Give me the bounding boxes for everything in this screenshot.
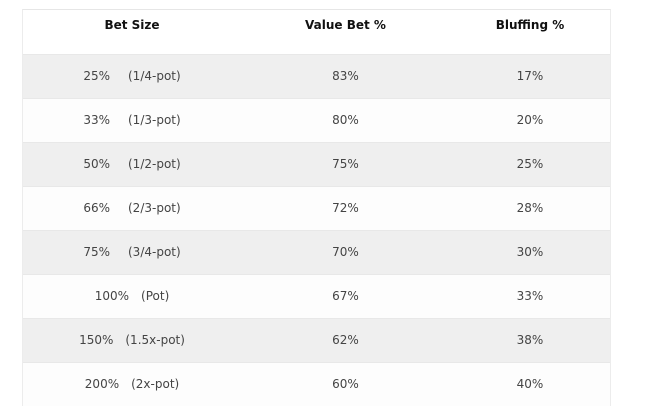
value-bet-cell: 83% [241,53,450,98]
value-bet-cell: 70% [241,229,450,274]
value-bet-cell: 60% [241,361,450,406]
table-row: 75% (3/4-pot) 70% 30% [23,229,610,274]
bluffing-cell: 20% [450,97,610,142]
bluffing-cell: 33% [450,273,610,318]
bet-size-percent: 50% [83,157,110,171]
bet-size-fraction: (1/3-pot) [128,113,181,127]
table-row: 66% (2/3-pot) 72% 28% [23,185,610,230]
table-row: 200% (2x-pot) 60% 40% [23,361,610,406]
header-row: Bet Size Value Bet % Bluffing % [23,10,610,54]
value-bet-cell: 75% [241,141,450,186]
bluffing-cell: 30% [450,229,610,274]
bluffing-cell: 28% [450,185,610,230]
bet-size-percent: 100% [94,289,130,303]
bluffing-cell: 25% [450,141,610,186]
bet-size-cell: 25% (1/4-pot) [23,53,241,98]
bet-size-fraction: (2/3-pot) [128,201,181,215]
bluffing-cell: 38% [450,317,610,362]
bet-size-fraction: (1/2-pot) [128,157,181,171]
table-body: 25% (1/4-pot) 83% 17% 33% (1/3-pot) 80% 20… [23,53,610,406]
bet-size-cell: 66% (2/3-pot) [23,185,241,230]
value-bet-cell: 80% [241,97,450,142]
bet-size-fraction: (1/4-pot) [128,69,181,83]
bet-size-fraction: (3/4-pot) [128,245,181,259]
bet-size-cell: 50% (1/2-pot) [23,141,241,186]
bet-size-percent: 66% [83,201,110,215]
bluffing-cell: 17% [450,53,610,98]
bet-size-fraction: (2x-pot) [131,377,180,392]
column-header-value-bet: Value Bet % [241,10,450,54]
column-header-bluffing: Bluffing % [450,10,610,54]
bet-size-percent: 150% [79,333,114,347]
table-header: Bet Size Value Bet % Bluffing % [23,10,610,54]
bet-size-cell: 100% (Pot) [23,273,241,318]
bluffing-cell: 40% [450,361,610,406]
value-bet-cell: 72% [241,185,450,230]
bet-size-fraction: (1.5x-pot) [125,333,185,347]
bet-sizing-table-container: Bet Size Value Bet % Bluffing % 25% (1/4-… [22,9,611,406]
value-bet-cell: 62% [241,317,450,362]
bet-size-cell: 200% (2x-pot) [23,361,241,406]
table-row: 50% (1/2-pot) 75% 25% [23,141,610,186]
bet-size-cell: 33% (1/3-pot) [23,97,241,142]
bet-size-percent: 25% [83,69,110,83]
bet-size-fraction: (Pot) [141,289,170,303]
value-bet-cell: 67% [241,273,450,318]
bet-size-cell: 75% (3/4-pot) [23,229,241,274]
bet-size-percent: 200% [84,377,120,392]
table-row: 33% (1/3-pot) 80% 20% [23,97,610,142]
bet-sizing-table: Bet Size Value Bet % Bluffing % 25% (1/4-… [23,10,610,406]
bet-size-cell: 150% (1.5x-pot) [23,317,241,362]
table-row: 150% (1.5x-pot) 62% 38% [23,317,610,362]
table-row: 100% (Pot) 67% 33% [23,273,610,318]
table-row: 25% (1/4-pot) 83% 17% [23,53,610,98]
column-header-bet-size: Bet Size [23,10,241,54]
bet-size-percent: 75% [83,245,110,259]
bet-size-percent: 33% [83,113,110,127]
